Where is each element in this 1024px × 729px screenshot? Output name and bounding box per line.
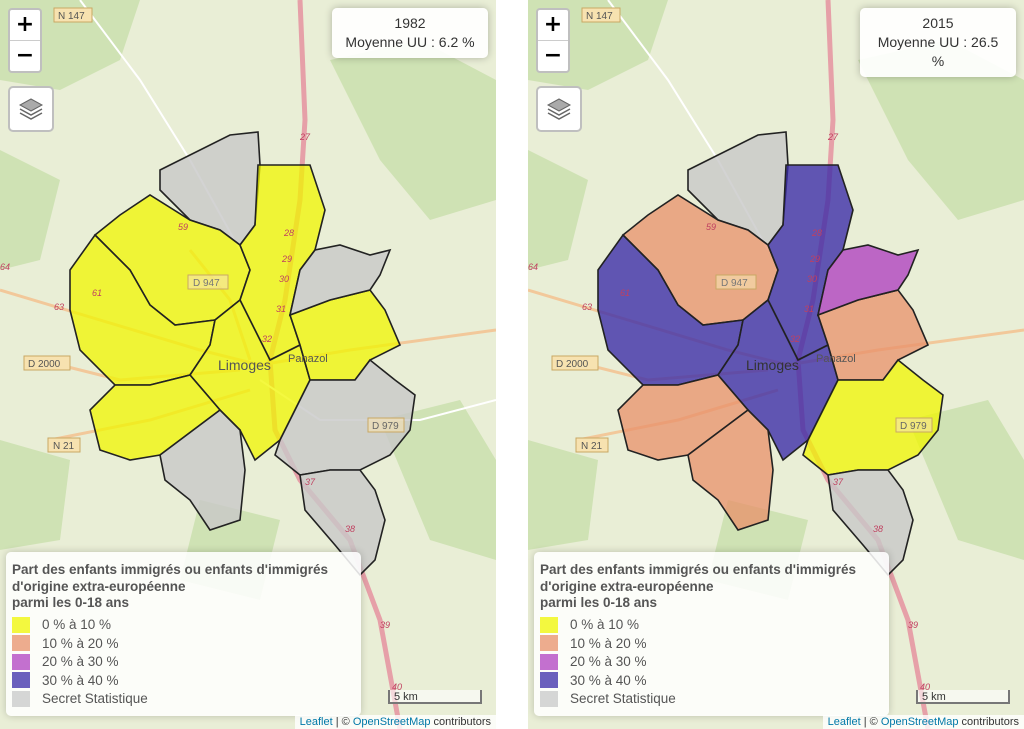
leaflet-link[interactable]: Leaflet — [827, 716, 861, 728]
svg-text:40: 40 — [920, 682, 930, 692]
svg-text:32: 32 — [790, 334, 800, 344]
svg-text:30: 30 — [807, 274, 817, 284]
map-labels: N 147 D 2000 N 21 D 947 D 979 Limoges Pa… — [0, 7, 405, 692]
zone-south-grey — [159, 408, 246, 531]
layers-icon — [18, 98, 44, 120]
svg-text:28: 28 — [283, 228, 294, 238]
map-labels: N 147 D 2000 N 21 D 947 D 979 Limoges Pa… — [528, 7, 933, 692]
label-d947: D 947 — [193, 278, 220, 289]
svg-text:39: 39 — [380, 620, 390, 630]
info-mean: Moyenne UU : 26.5 % — [877, 34, 999, 69]
svg-text:40: 40 — [392, 682, 402, 692]
legend-item: 20 % à 30 % — [12, 653, 355, 672]
svg-text:29: 29 — [281, 254, 292, 264]
label-n21: N 21 — [53, 441, 75, 452]
map-canvas[interactable]: N 147 D 2000 N 21 D 947 D 979 Limoges Pa… — [528, 0, 1024, 729]
label-limoges: Limoges — [746, 357, 799, 373]
svg-text:37: 37 — [833, 477, 844, 487]
label-n147: N 147 — [586, 11, 613, 22]
zone-south-salmon — [687, 408, 774, 531]
svg-text:29: 29 — [809, 254, 820, 264]
label-d979: D 979 — [372, 421, 399, 432]
legend: Part des enfants immigrés ou enfants d'i… — [6, 552, 361, 716]
info-box: 1982 Moyenne UU : 6.2 % — [332, 8, 488, 58]
legend-item: 20 % à 30 % — [540, 653, 883, 672]
label-n147: N 147 — [58, 11, 85, 22]
map-panel-2015[interactable]: N 147 D 2000 N 21 D 947 D 979 Limoges Pa… — [528, 0, 1024, 729]
svg-text:31: 31 — [276, 304, 286, 314]
svg-text:64: 64 — [0, 262, 10, 272]
osm-link[interactable]: OpenStreetMap — [352, 716, 431, 728]
info-year: 2015 — [922, 15, 954, 31]
label-d2000: D 2000 — [28, 359, 61, 370]
legend-title: Part des enfants immigrés ou enfants d'i… — [540, 562, 857, 610]
scale-bar: 5 km — [388, 690, 482, 704]
forest-areas — [528, 0, 1024, 600]
legend-item: 10 % à 20 % — [12, 634, 355, 653]
legend: Part des enfants immigrés ou enfants d'i… — [534, 552, 889, 716]
info-year: 1982 — [394, 15, 426, 31]
attribution: Leaflet | © OpenStreetMap contributors — [822, 715, 1024, 729]
svg-text:38: 38 — [345, 524, 355, 534]
svg-text:59: 59 — [178, 222, 188, 232]
zone-far-south-grey — [827, 469, 914, 577]
svg-text:31: 31 — [804, 304, 814, 314]
attribution: Leaflet | © OpenStreetMap contributors — [294, 715, 496, 729]
legend-item: Secret Statistique — [12, 690, 355, 709]
legend-item: 0 % à 10 % — [540, 616, 883, 635]
label-d979: D 979 — [900, 421, 927, 432]
svg-text:61: 61 — [92, 288, 102, 298]
label-d2000: D 2000 — [556, 359, 589, 370]
label-panazol: Panazol — [288, 353, 328, 365]
svg-text:59: 59 — [706, 222, 716, 232]
svg-text:37: 37 — [305, 477, 316, 487]
legend-item: 10 % à 20 % — [540, 634, 883, 653]
svg-text:63: 63 — [54, 302, 64, 312]
legend-item: 30 % à 40 % — [540, 671, 883, 690]
svg-text:38: 38 — [873, 524, 883, 534]
label-n21: N 21 — [581, 441, 603, 452]
info-box: 2015 Moyenne UU : 26.5 % — [860, 8, 1016, 77]
district-polygons — [597, 131, 944, 577]
svg-text:27: 27 — [827, 132, 839, 142]
zoom-in-button[interactable]: + — [538, 10, 568, 41]
svg-text:32: 32 — [262, 334, 272, 344]
svg-text:28: 28 — [811, 228, 822, 238]
zoom-control: + − — [536, 8, 570, 73]
layers-button[interactable] — [536, 86, 582, 132]
info-mean: Moyenne UU : 6.2 % — [345, 34, 475, 50]
osm-link[interactable]: OpenStreetMap — [880, 716, 959, 728]
svg-text:27: 27 — [299, 132, 311, 142]
layers-icon — [546, 98, 572, 120]
zoom-out-button[interactable]: − — [543, 43, 563, 68]
zone-northeast-purple — [816, 244, 920, 317]
zoom-in-button[interactable]: + — [10, 10, 40, 41]
svg-text:64: 64 — [528, 262, 538, 272]
map-panel-1982[interactable]: N 147 D 2000 N 21 D 947 D 979 Limoges Pa… — [0, 0, 496, 729]
label-panazol: Panazol — [816, 353, 856, 365]
svg-text:61: 61 — [620, 288, 630, 298]
legend-title: Part des enfants immigrés ou enfants d'i… — [12, 562, 329, 610]
district-polygons — [69, 131, 416, 577]
scale-bar: 5 km — [916, 690, 1010, 704]
legend-item: Secret Statistique — [540, 690, 883, 709]
leaflet-link[interactable]: Leaflet — [299, 716, 333, 728]
zone-far-south-grey — [299, 469, 386, 577]
zoom-out-button[interactable]: − — [15, 43, 35, 68]
zoom-control: + − — [8, 8, 42, 73]
label-d947: D 947 — [721, 278, 748, 289]
zone-northeast-grey — [288, 244, 392, 317]
legend-item: 30 % à 40 % — [12, 671, 355, 690]
svg-text:39: 39 — [908, 620, 918, 630]
label-limoges: Limoges — [218, 357, 271, 373]
svg-text:30: 30 — [279, 274, 289, 284]
map-canvas[interactable]: N 147 D 2000 N 21 D 947 D 979 Limoges Pa… — [0, 0, 496, 729]
layers-button[interactable] — [8, 86, 54, 132]
legend-item: 0 % à 10 % — [12, 616, 355, 635]
svg-text:63: 63 — [582, 302, 592, 312]
